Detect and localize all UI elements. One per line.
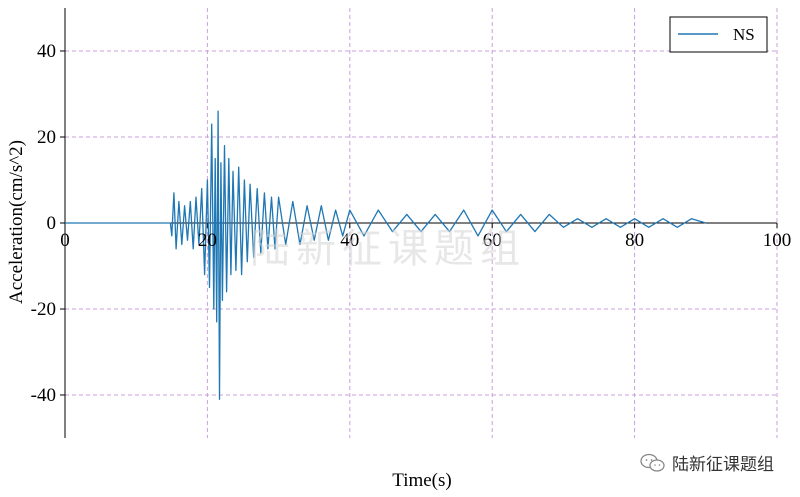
watermark-center: 陆新征课题组 — [250, 226, 526, 272]
series-line-ns — [65, 110, 706, 400]
y-tick-label: -20 — [31, 299, 56, 320]
y-tick-label: 0 — [47, 213, 57, 234]
y-tick-label: 20 — [37, 127, 56, 148]
wechat-icon — [640, 453, 665, 472]
y-tick-label: -40 — [31, 385, 56, 406]
footer-watermark: 陆新征课题组 — [640, 450, 774, 475]
footer-watermark-text: 陆新征课题组 — [672, 455, 774, 475]
y-axis-label: Acceleration(cm/s^2) — [6, 140, 27, 304]
grid-lines — [65, 8, 778, 438]
x-tick-label: 100 — [763, 230, 792, 251]
x-tick-label: 40 — [340, 230, 359, 251]
legend-label-ns: NS — [733, 25, 755, 44]
x-axis-label: Time(s) — [392, 470, 451, 491]
y-tick-label: 40 — [37, 41, 56, 62]
x-tick-label: 80 — [625, 230, 644, 251]
x-tick-label: 20 — [198, 230, 217, 251]
tick-labels: 0 20 40 60 80 100 40 20 0 -20 -40 — [31, 41, 792, 406]
x-tick-label: 60 — [483, 230, 502, 251]
x-tick-label: 0 — [60, 230, 70, 251]
legend: NS — [669, 16, 768, 53]
series-group — [65, 110, 706, 400]
